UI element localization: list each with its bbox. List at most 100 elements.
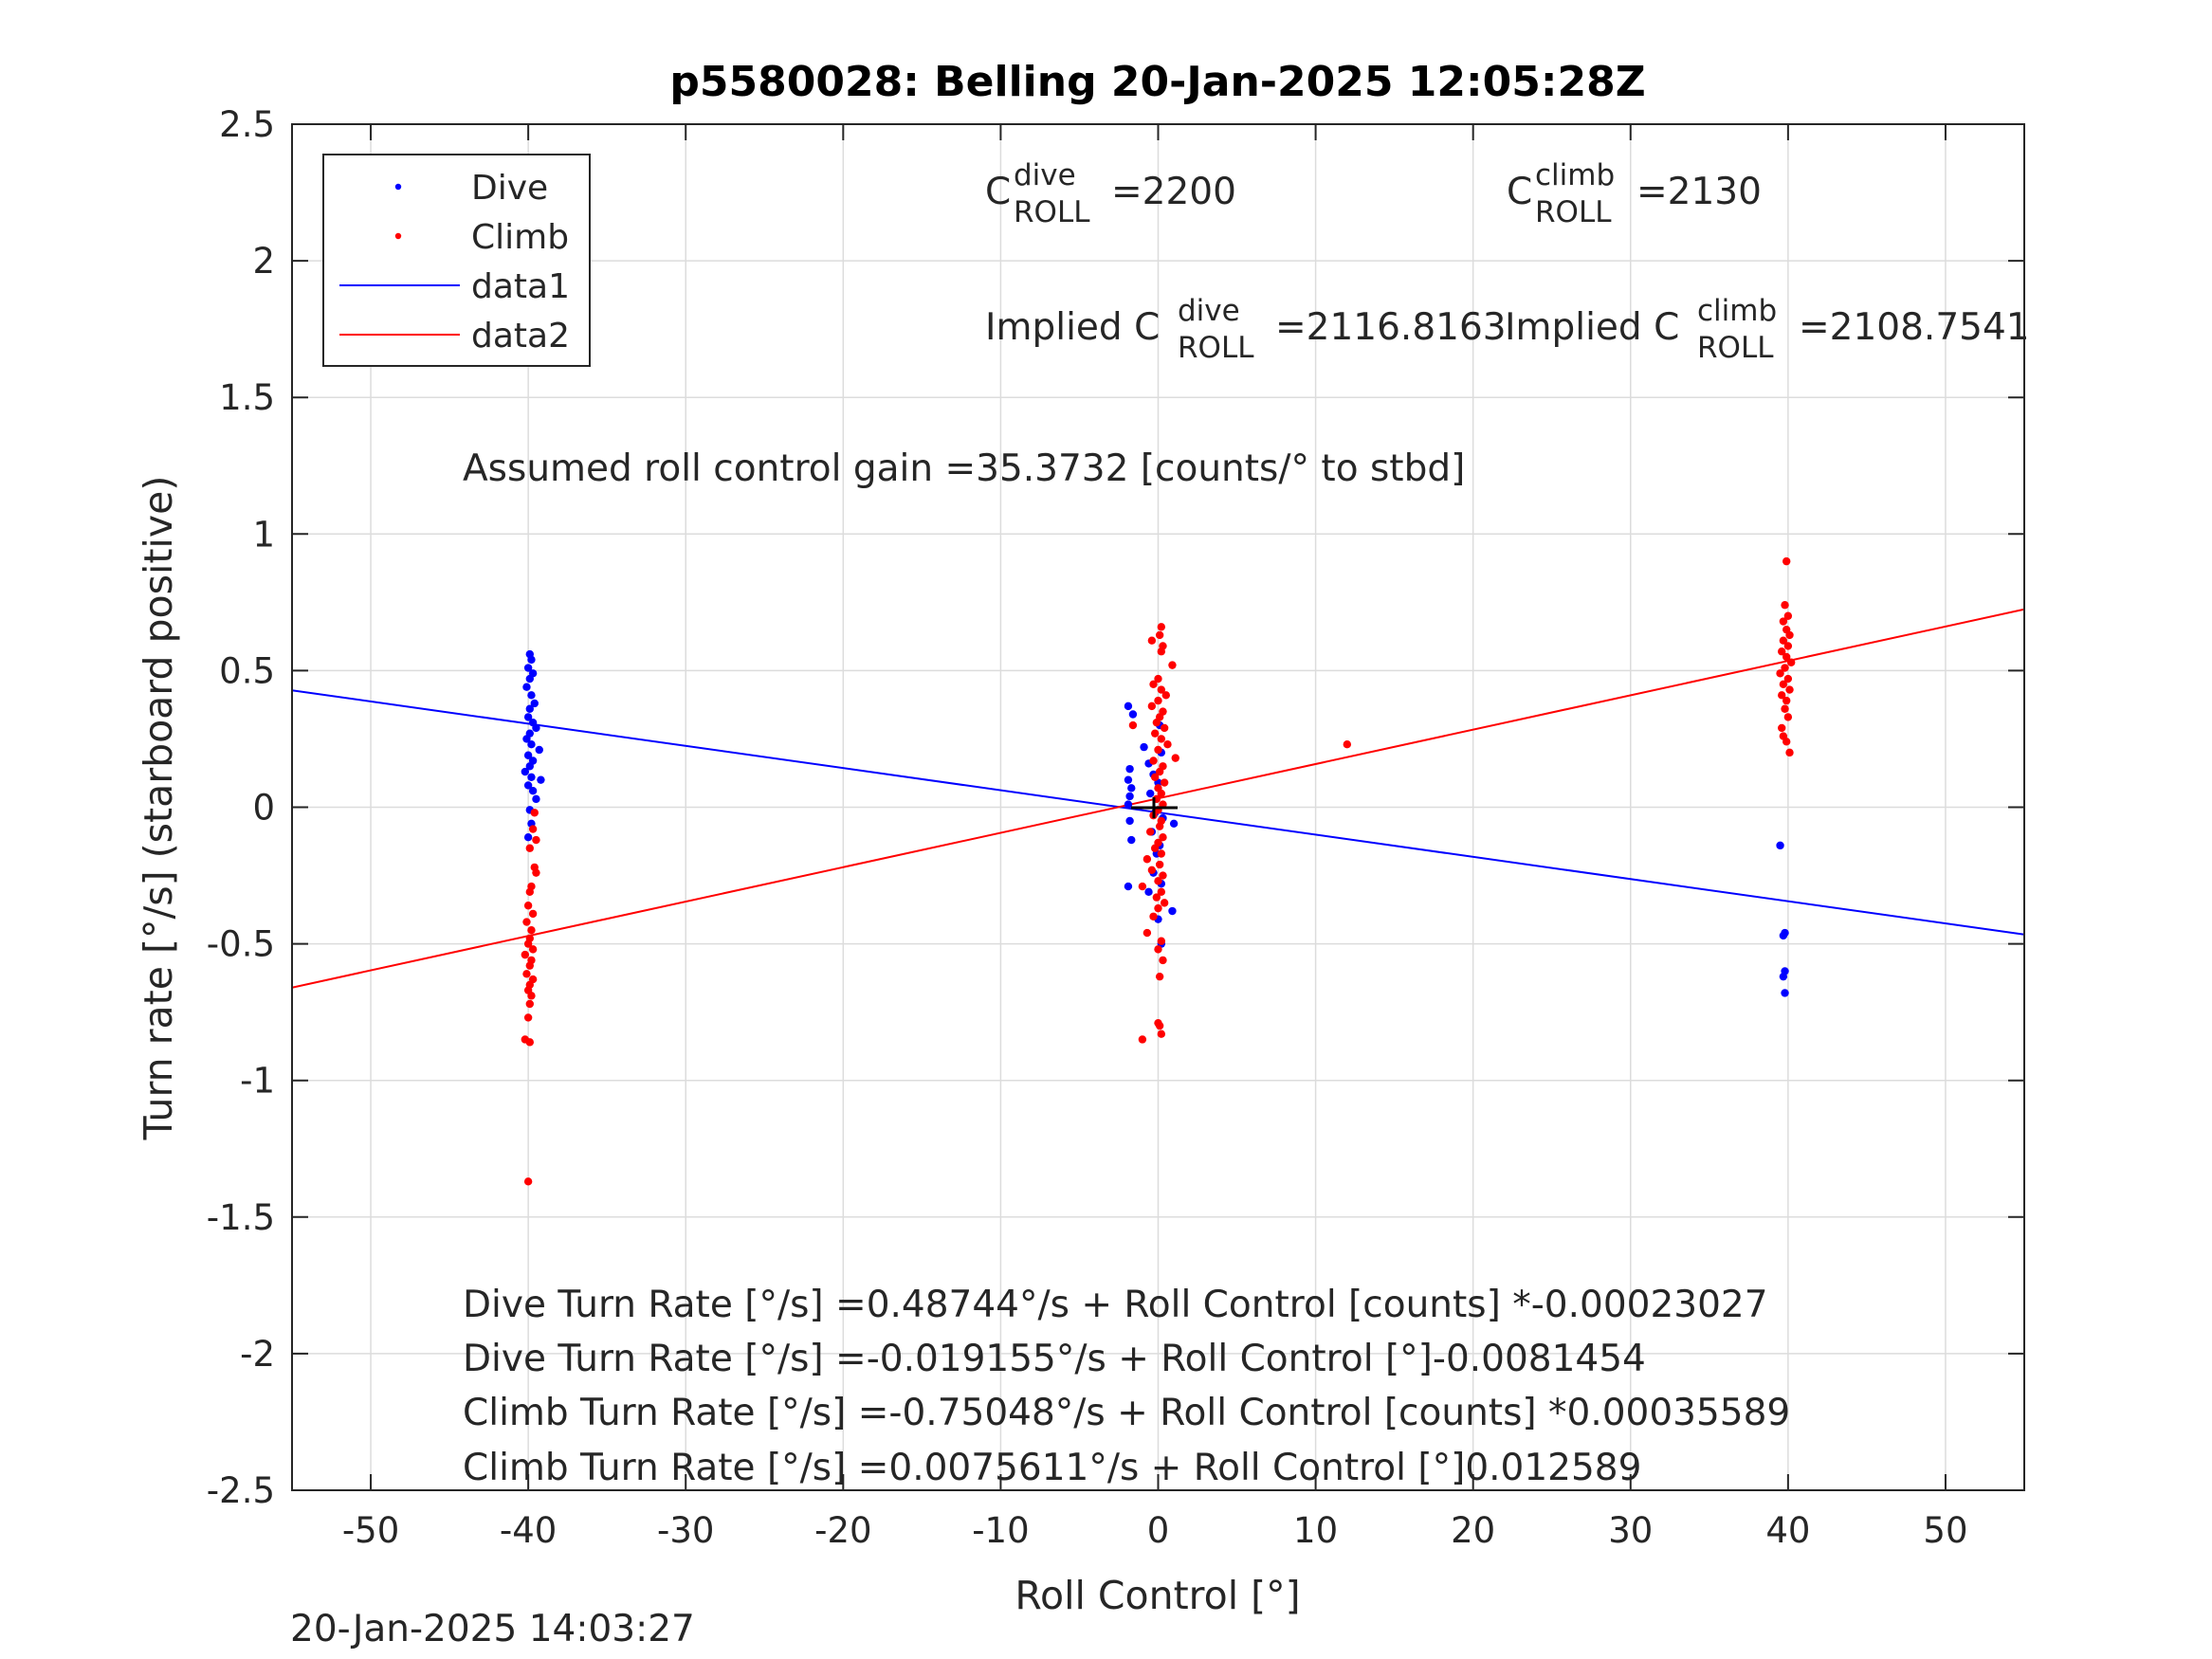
point-dive: [523, 664, 533, 672]
point-climb: [528, 909, 538, 919]
point-climb: [1157, 887, 1166, 897]
legend-climb-label: Climb: [471, 218, 569, 257]
point-dive: [523, 751, 533, 759]
point-climb: [1157, 789, 1166, 798]
svg-text:ROLL: ROLL: [1697, 331, 1774, 365]
x-tick-label: 10: [1293, 1510, 1338, 1551]
point-climb: [1163, 740, 1172, 749]
point-dive: [1124, 800, 1133, 809]
svg-text:Implied C: Implied C: [985, 306, 1160, 349]
point-climb: [528, 945, 538, 954]
point-climb: [1781, 664, 1789, 672]
point-climb: [1154, 903, 1162, 913]
point-climb: [525, 844, 534, 852]
point-climb: [521, 950, 530, 959]
point-climb: [527, 992, 536, 1000]
point-dive: [1125, 816, 1134, 826]
y-axis-label: Turn rate [°/s] (starboard positive): [136, 476, 181, 1141]
point-dive: [523, 713, 533, 721]
point-climb: [1781, 704, 1789, 713]
annotation-implied-climb: Implied C climb ROLL =2108.7541: [1505, 294, 2030, 365]
svg-text:ROLL: ROLL: [1535, 195, 1612, 229]
point-climb: [1157, 1030, 1166, 1038]
point-dive: [527, 691, 536, 700]
legend-data1-label: data1: [471, 267, 570, 306]
point-climb: [1143, 855, 1152, 864]
point-climb: [1778, 691, 1786, 700]
svg-text:climb: climb: [1697, 294, 1777, 328]
y-tick-label: -2.5: [207, 1470, 275, 1511]
svg-text:=2108.7541: =2108.7541: [1799, 306, 2030, 349]
point-climb: [1161, 691, 1171, 700]
svg-text:climb: climb: [1535, 158, 1615, 192]
x-tick-label: 20: [1451, 1510, 1495, 1551]
point-climb: [1150, 844, 1160, 852]
point-dive: [525, 704, 534, 713]
y-tick-label: 1.5: [219, 377, 275, 418]
point-climb: [1157, 647, 1166, 656]
x-tick-label: 50: [1923, 1510, 1967, 1551]
point-dive: [1128, 710, 1138, 719]
point-climb: [1782, 738, 1791, 746]
point-climb: [1168, 661, 1177, 669]
x-tick-label: -30: [657, 1510, 714, 1551]
x-tick-label: 0: [1147, 1510, 1170, 1551]
point-climb: [1160, 778, 1169, 787]
annotation-gain: Assumed roll control gain =35.3732 [coun…: [463, 447, 1465, 490]
x-axis-label: Roll Control [°]: [1015, 1573, 1300, 1618]
point-climb: [1155, 822, 1164, 830]
point-dive: [1781, 989, 1789, 997]
x-tick-label: -50: [342, 1510, 399, 1551]
point-climb: [1159, 871, 1167, 880]
legend-dive-label: Dive: [471, 169, 548, 208]
point-climb: [527, 925, 536, 935]
point-climb: [522, 918, 531, 926]
point-climb: [1138, 1035, 1147, 1044]
point-dive: [1124, 775, 1133, 784]
y-tick-label: -1: [240, 1061, 275, 1102]
svg-text:C: C: [1507, 171, 1532, 213]
point-dive: [525, 762, 534, 771]
point-climb: [1154, 696, 1162, 705]
point-dive: [1145, 789, 1155, 798]
point-climb: [1171, 754, 1179, 762]
y-tick-label: -1.5: [207, 1197, 275, 1238]
marks: [292, 556, 2024, 1186]
point-climb: [1155, 972, 1164, 981]
point-climb: [525, 887, 534, 897]
point-climb: [1160, 723, 1169, 733]
point-climb: [1138, 882, 1147, 891]
point-climb: [522, 970, 531, 978]
point-dive: [1127, 784, 1136, 793]
point-dive: [1169, 819, 1179, 828]
point-climb: [1786, 658, 1796, 666]
point-climb: [1778, 723, 1786, 733]
point-climb: [1159, 956, 1167, 965]
point-dive: [1124, 882, 1133, 891]
point-climb: [1782, 652, 1791, 662]
legend: Dive Climb data1 data2: [322, 154, 591, 367]
point-climb: [1159, 833, 1167, 842]
svg-text:=2200: =2200: [1111, 171, 1236, 213]
y-tick-label: 0: [252, 788, 275, 829]
legend-climb-marker: [394, 232, 402, 240]
point-climb: [1154, 745, 1162, 755]
point-climb: [1783, 713, 1793, 721]
annotation-c-roll-dive: C dive ROLL =2200: [985, 158, 1236, 229]
point-climb: [1783, 642, 1793, 650]
point-dive: [1779, 931, 1788, 940]
svg-text:dive: dive: [1178, 294, 1240, 328]
point-climb: [1783, 611, 1793, 620]
point-climb: [1779, 617, 1788, 626]
point-climb: [528, 825, 538, 833]
point-climb: [1157, 685, 1166, 694]
point-climb: [1143, 928, 1152, 938]
point-dive: [1168, 906, 1177, 916]
point-climb: [523, 902, 533, 910]
point-climb: [523, 939, 533, 948]
point-dive: [532, 723, 540, 733]
point-climb: [1785, 685, 1794, 694]
y-tick-label: 1: [252, 514, 275, 555]
point-climb: [1150, 729, 1160, 738]
